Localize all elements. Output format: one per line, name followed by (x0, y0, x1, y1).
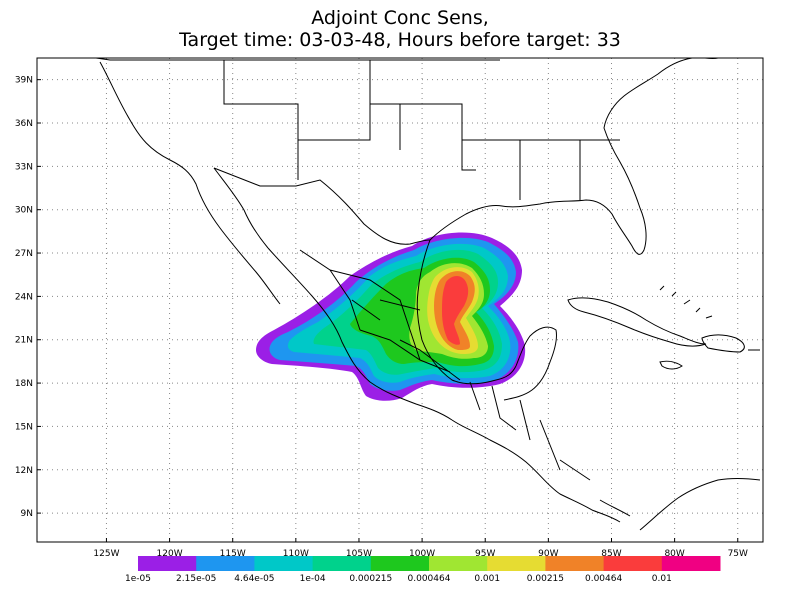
lon-tick-label: 90W (538, 549, 558, 559)
sensitivity-plume (256, 232, 526, 401)
latitude-labels: 39N 36N 33N 30N 27N 24N 21N 18N 15N 12N 9N (15, 76, 41, 519)
colorbar-swatch (661, 556, 721, 571)
colorbar-label: 1e-04 (300, 574, 326, 584)
colorbar-swatch (370, 556, 430, 571)
contour-level-9 (442, 276, 469, 345)
map-title: Adjoint Conc Sens, (311, 7, 489, 29)
colorbar-label: 0.000215 (349, 574, 392, 584)
plot-frame (36, 57, 764, 543)
color-bar: 1e-05 2.15e-05 4.64e-05 1e-04 0.000215 0.0004… (125, 556, 721, 584)
lon-tick-label: 120W (157, 549, 183, 559)
lat-tick-label: 39N (15, 76, 33, 86)
lon-tick-label: 100W (409, 549, 435, 559)
colorbar-label: 2.15e-05 (176, 574, 216, 584)
coastlines (95, 58, 761, 531)
lat-tick-label: 30N (15, 206, 33, 216)
lon-tick-label: 85W (601, 549, 621, 559)
colorbar-label: 1e-05 (125, 574, 151, 584)
lon-tick-label: 115W (220, 549, 246, 559)
colorbar-label: 0.000464 (408, 574, 451, 584)
colorbar-swatch (545, 556, 605, 571)
lon-tick-label: 125W (93, 549, 119, 559)
lon-tick-label: 80W (664, 549, 684, 559)
colorbar-swatch (487, 556, 546, 571)
colorbar-label: 0.001 (474, 574, 500, 584)
lat-tick-label: 12N (15, 466, 33, 476)
colorbar-swatch (138, 556, 197, 571)
colorbar-swatch (196, 556, 255, 571)
colorbar-swatch (603, 556, 663, 571)
colorbar-label: 4.64e-05 (234, 574, 274, 584)
lon-tick-label: 105W (346, 549, 372, 559)
lat-tick-label: 18N (15, 379, 33, 389)
colorbar-label: 0.00464 (585, 574, 622, 584)
lat-tick-label: 36N (15, 119, 33, 129)
lon-tick-label: 95W (475, 549, 495, 559)
lon-tick-label: 75W (728, 549, 748, 559)
graticule (37, 58, 763, 542)
colorbar-swatch (312, 556, 372, 571)
lat-tick-label: 24N (15, 292, 33, 302)
lat-tick-label: 21N (15, 336, 33, 346)
lat-tick-label: 33N (15, 162, 33, 172)
map-subtitle: Target time: 03-03-48, Hours before targ… (179, 29, 621, 51)
lon-tick-label: 110W (283, 549, 309, 559)
longitude-labels: 125W 120W 115W 110W 105W 100W 95W 90W 85W 80W 75W (93, 538, 748, 559)
colorbar-label: 0.00215 (527, 574, 564, 584)
colorbar-label: 0.01 (652, 574, 672, 584)
lat-tick-label: 15N (15, 422, 33, 432)
colorbar-swatch (429, 556, 488, 571)
lat-tick-label: 27N (15, 249, 33, 259)
lat-tick-label: 9N (21, 509, 33, 519)
colorbar-swatch (254, 556, 314, 571)
